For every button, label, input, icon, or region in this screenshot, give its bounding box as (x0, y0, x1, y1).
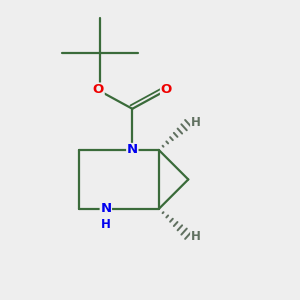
Text: N: N (100, 202, 111, 215)
Text: O: O (160, 83, 172, 96)
Text: N: N (127, 143, 138, 157)
Text: H: H (101, 218, 111, 231)
Text: O: O (93, 83, 104, 96)
Text: H: H (191, 230, 201, 243)
Text: H: H (191, 116, 201, 128)
